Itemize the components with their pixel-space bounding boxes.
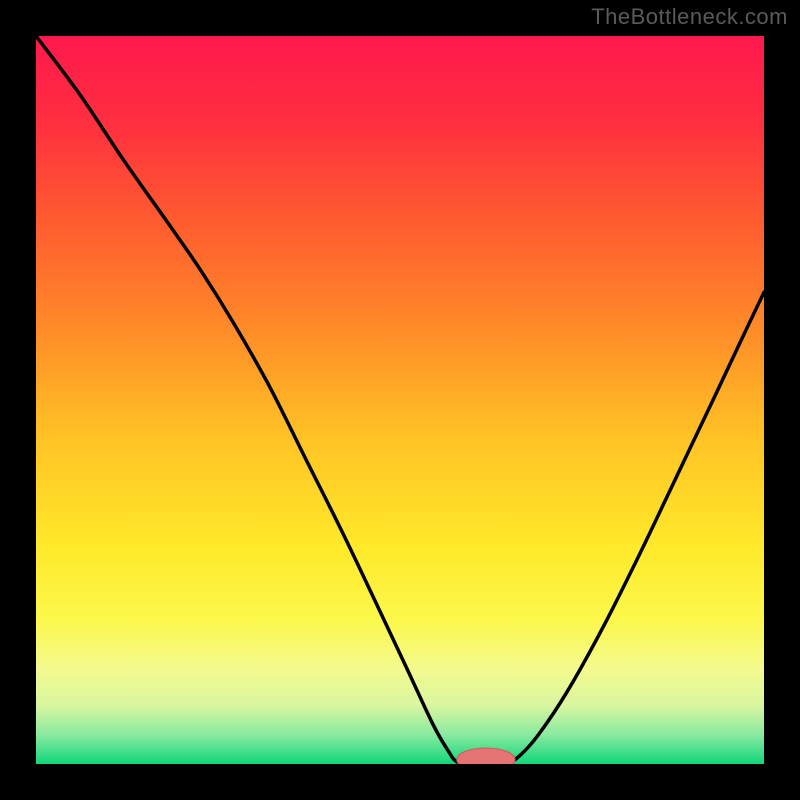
chart-svg bbox=[36, 36, 764, 764]
chart-plot bbox=[36, 36, 764, 764]
watermark-text: TheBottleneck.com bbox=[591, 4, 788, 30]
